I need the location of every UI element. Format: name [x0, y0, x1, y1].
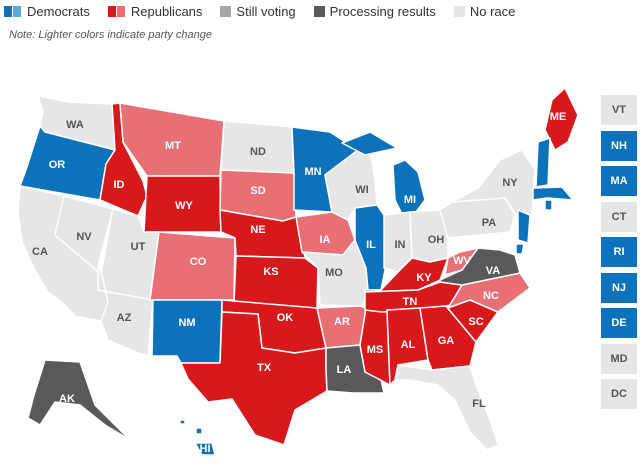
- state-shape-nd[interactable]: [220, 120, 295, 174]
- state-shape-mi[interactable]: [341, 131, 426, 215]
- legend-swatch-still-voting: [220, 5, 232, 17]
- state-shape-nh[interactable]: [535, 137, 551, 188]
- state-shape-tx[interactable]: [180, 311, 328, 446]
- legend-item-republicans: Republicans: [107, 3, 203, 19]
- state-shape-ri[interactable]: [544, 199, 553, 211]
- state-shape-ny[interactable]: [451, 149, 536, 221]
- state-shape-ak[interactable]: [27, 359, 131, 441]
- legend-item-still-voting: Still voting: [220, 3, 296, 19]
- small-state-box-ct[interactable]: CT: [601, 201, 637, 232]
- small-state-box-ri[interactable]: RI: [601, 237, 637, 267]
- legend-label-processing-results: Processing results: [329, 3, 436, 19]
- party-change-note: Note: Lighter colors indicate party chan…: [9, 29, 213, 41]
- legend-item-processing-results: Processing results: [313, 3, 436, 19]
- state-shape-va[interactable]: [439, 247, 521, 286]
- legend-label-democrats: Democrats: [27, 3, 90, 19]
- legend-swatch-processing-results: [313, 5, 325, 17]
- state-shape-nj[interactable]: [517, 209, 531, 244]
- small-state-box-ma[interactable]: MA: [601, 166, 637, 196]
- state-shape-ks[interactable]: [233, 255, 319, 309]
- state-shape-az[interactable]: [97, 265, 154, 357]
- legend-label-still-voting: Still voting: [236, 3, 296, 19]
- island-shape-hi-2[interactable]: [179, 419, 186, 425]
- state-shape-de[interactable]: [515, 243, 525, 255]
- state-shape-hi[interactable]: [194, 442, 216, 456]
- legend-swatch-republicans: [107, 5, 116, 17]
- legend-swatch-no-race: [453, 5, 465, 17]
- small-state-box-nh[interactable]: NH: [601, 130, 637, 161]
- small-states-column: VT NH MA CT RI NJ DE MD DC: [601, 95, 637, 415]
- state-shape-nm[interactable]: [151, 299, 223, 364]
- small-state-box-de[interactable]: DE: [601, 308, 637, 338]
- state-shape-ma[interactable]: [532, 186, 574, 201]
- small-state-box-vt[interactable]: VT: [601, 95, 637, 125]
- legend-swatch-democrats: [4, 5, 12, 17]
- state-shape-ar[interactable]: [316, 305, 367, 349]
- small-state-box-dc[interactable]: DC: [601, 379, 637, 409]
- state-shape-co[interactable]: [149, 231, 236, 301]
- map-legend: Democrats Republicans Still voting Proce…: [4, 2, 533, 20]
- legend-swatch-republicans-change: [116, 5, 125, 17]
- small-state-box-md[interactable]: MD: [601, 343, 637, 374]
- island-shape-hi-1[interactable]: [195, 427, 203, 435]
- small-state-box-nj[interactable]: NJ: [601, 272, 637, 303]
- state-shape-wv[interactable]: [444, 247, 479, 276]
- state-shape-wy[interactable]: [143, 175, 222, 233]
- legend-item-democrats: Democrats: [4, 4, 90, 19]
- state-shape-fl[interactable]: [394, 364, 499, 451]
- state-shape-pa[interactable]: [439, 197, 516, 239]
- legend-label-no-race: No race: [469, 3, 516, 19]
- state-shape-me[interactable]: [544, 87, 579, 151]
- legend-item-no-race: No race: [453, 3, 516, 19]
- legend-label-republicans: Republicans: [130, 3, 203, 19]
- legend-swatch-democrats-change: [13, 5, 21, 17]
